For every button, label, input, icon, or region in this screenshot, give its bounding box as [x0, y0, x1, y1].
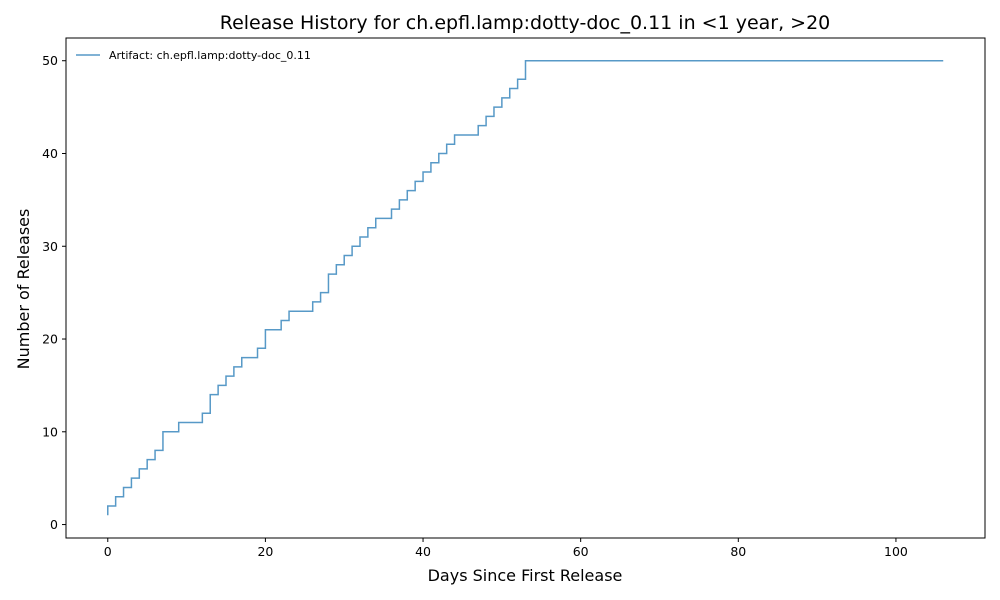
y-tick-label: 30: [42, 239, 58, 254]
x-tick-label: 40: [415, 544, 431, 559]
y-tick-label: 50: [42, 53, 58, 68]
x-tick-label: 100: [884, 544, 908, 559]
y-tick-label: 0: [50, 517, 58, 532]
x-tick-label: 80: [730, 544, 746, 559]
x-tick-label: 60: [573, 544, 589, 559]
y-tick-label: 20: [42, 332, 58, 347]
y-axis: 0 10 20 30 40 50: [42, 53, 66, 532]
y-tick-label: 10: [42, 424, 58, 439]
y-axis-label: Number of Releases: [14, 209, 33, 370]
y-tick-label: 40: [42, 146, 58, 161]
x-axis: 0 20 40 60 80 100: [104, 538, 908, 559]
legend: Artifact: ch.epfl.lamp:dotty-doc_0.11: [69, 42, 331, 68]
plot-frame: [65, 37, 986, 539]
plot-area: [107, 59, 944, 516]
x-axis-label: Days Since First Release: [428, 566, 623, 585]
chart-title: Release History for ch.epfl.lamp:dotty-d…: [220, 12, 831, 34]
legend-box: [69, 42, 331, 68]
legend-entry: Artifact: ch.epfl.lamp:dotty-doc_0.11: [109, 49, 311, 62]
x-tick-label: 20: [257, 544, 273, 559]
series-line: [107, 59, 944, 516]
x-tick-label: 0: [104, 544, 112, 559]
